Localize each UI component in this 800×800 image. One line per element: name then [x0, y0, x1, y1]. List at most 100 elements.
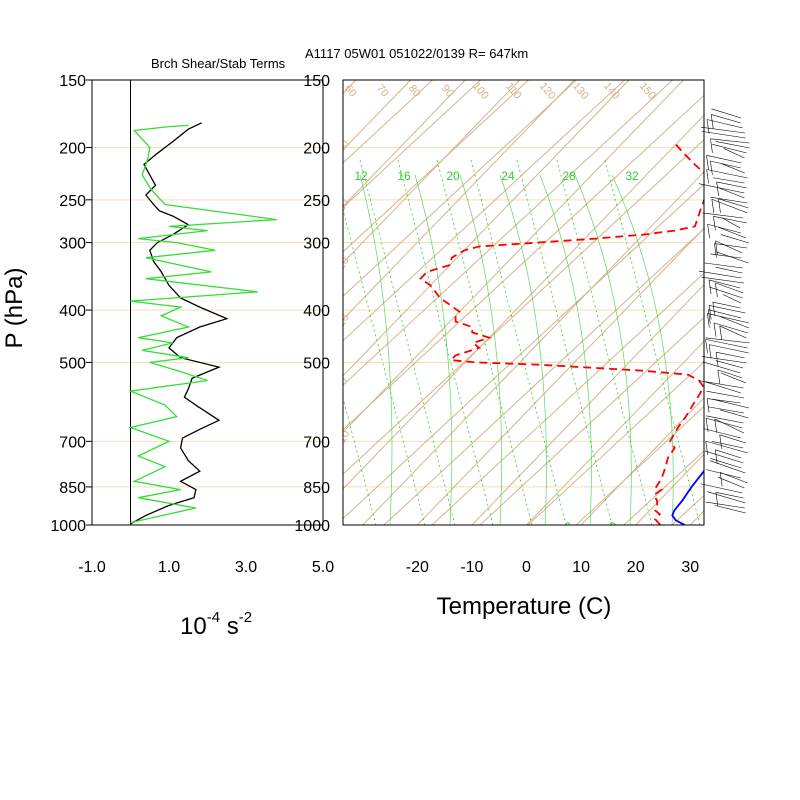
isotherm-line [526, 340, 704, 525]
adiabat-label: 10 [335, 312, 352, 329]
wind-barb-flag [715, 352, 719, 367]
units-base: 10 [180, 613, 207, 640]
wind-barb [717, 369, 743, 379]
isotherm-line [343, 80, 575, 321]
isotherm-line [343, 80, 684, 434]
isotherm-label: 100 [470, 80, 491, 102]
wind-barb [716, 351, 745, 359]
wind-barb [706, 390, 745, 399]
wind-barb [713, 322, 748, 334]
wind-barb [715, 491, 744, 499]
wind-barb [710, 460, 746, 474]
wind-barb [705, 501, 745, 509]
adiabat-label: -10 [334, 429, 352, 449]
wind-barb [718, 226, 746, 239]
isotherm-line [745, 80, 800, 525]
wind-barb-flag [713, 322, 717, 337]
wind-barb [708, 279, 741, 289]
wind-barb-flag [714, 418, 718, 433]
wind-barb [717, 476, 745, 489]
isotherm-line [343, 80, 630, 377]
wind-barb-flag [710, 138, 713, 153]
wind-barb-flag [719, 434, 722, 449]
adiabat-label: 30 [335, 197, 352, 214]
dry-adiabat-line [623, 450, 704, 525]
wind-barb-flag [719, 472, 723, 487]
right-pressure-tick-label: 250 [303, 193, 330, 210]
temperature-axis-title: Temperature (C) [437, 593, 612, 620]
wind-barb [714, 505, 746, 514]
temperature-tick-label: 0 [522, 559, 531, 576]
wind-barb [719, 409, 749, 419]
wind-barb [715, 266, 743, 274]
adiabat-label: 20 [335, 255, 352, 272]
wind-barb-flag [714, 449, 718, 464]
adiabat-label: 40 [335, 138, 352, 155]
isotherm-line [0, 80, 192, 525]
wind-barb [710, 458, 742, 469]
wind-barb [706, 119, 743, 129]
wind-barb [700, 126, 746, 134]
wind-barb-flag [712, 301, 716, 317]
dry-adiabat-line [343, 80, 433, 164]
wind-barb [706, 155, 742, 164]
isotherm-line [362, 171, 704, 525]
mixing-ratio-line [516, 159, 613, 525]
units-mid: s [220, 613, 239, 640]
wind-barb [717, 187, 745, 199]
wind-barb [722, 294, 741, 304]
mixing-ratio-line [343, 208, 426, 525]
wind-barb [704, 450, 744, 464]
wind-barb [723, 148, 745, 159]
dry-adiabat-line [479, 316, 704, 525]
right-pressure-tick-label: 500 [303, 355, 330, 372]
right-panel-frame [342, 79, 705, 526]
isotherm-label: 150 [637, 80, 658, 102]
saturated-adiabat-line [359, 174, 393, 525]
mixing-ratio-upper-label: 28 [562, 169, 576, 183]
isotherm-line [471, 284, 704, 525]
left-pressure-tick-label: 1000 [50, 518, 86, 535]
wind-barb [715, 141, 750, 149]
wind-barb [719, 325, 747, 339]
dry-adiabat-line [768, 80, 800, 525]
temperature-tick-label: 30 [681, 559, 699, 576]
mixing-ratio-line [556, 159, 653, 525]
isotherm-label: 120 [537, 80, 558, 102]
mixing-ratio-upper-label: 24 [501, 169, 515, 183]
wind-barb-flag [715, 282, 718, 297]
wind-barb [705, 440, 748, 454]
wind-barb [715, 360, 744, 369]
isotherm-line [343, 80, 466, 208]
pressure-axis-title: P (hPa) [1, 268, 28, 349]
wind-barb [707, 406, 744, 414]
wind-barb [711, 114, 741, 124]
saturated-adiabat-line [499, 174, 547, 525]
left-pressure-tick-label: 300 [59, 236, 86, 253]
temperature-tick-label: 10 [572, 559, 590, 576]
right-pressure-tick-label: 850 [303, 480, 330, 497]
wind-barb-flag [718, 198, 721, 213]
wind-barb [705, 339, 748, 349]
wind-barb [706, 169, 748, 179]
shear-stability-panel: 150 200 250 300 400 500 700 850 1000 -1.0 1.0 3.0 5.… [50, 73, 334, 576]
isotherm-line [0, 80, 247, 525]
wind-barb-flag [714, 243, 717, 258]
wind-barb [703, 262, 743, 269]
isotherm-line [416, 227, 704, 525]
left-x-tick-label: -1.0 [78, 559, 106, 576]
wind-barb [720, 234, 750, 244]
right-pressure-tick-label: 400 [303, 303, 330, 320]
left-pressure-tick-label: 150 [59, 73, 86, 90]
wind-barb-flag [708, 309, 711, 324]
right-panel-title: A1117 05W01 051022/0139 R= 647km [305, 46, 528, 61]
mixing-ratio-line [359, 159, 456, 525]
dry-adiabat-line [343, 80, 625, 342]
dry-adiabat-line [343, 80, 577, 297]
isotherm-line [343, 114, 704, 490]
temperature-tick-label: -20 [406, 559, 429, 576]
isotherm-label: 60 [342, 83, 359, 100]
isotherm-line [689, 510, 704, 525]
wind-barb-flag [710, 160, 713, 176]
